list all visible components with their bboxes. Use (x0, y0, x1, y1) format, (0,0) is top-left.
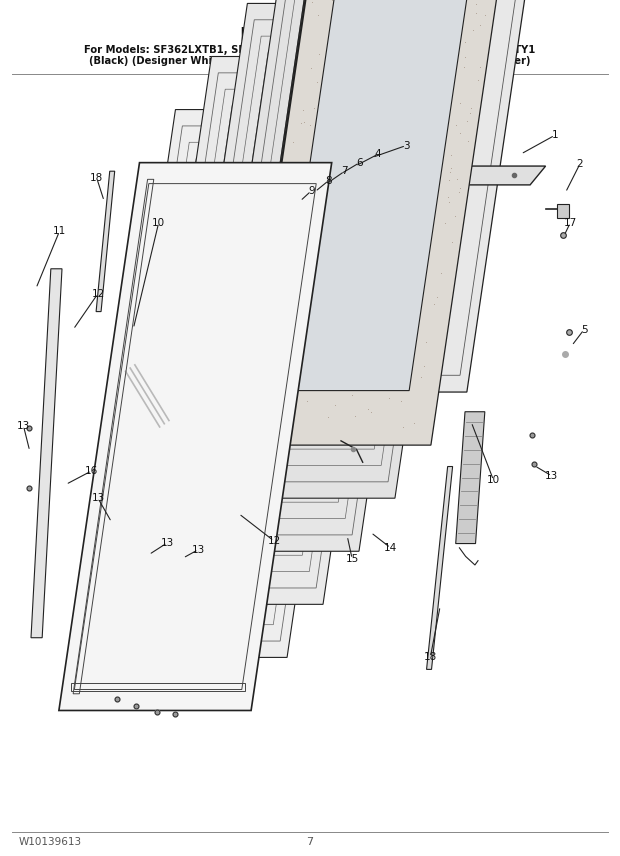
Text: W10139613: W10139613 (19, 837, 82, 847)
Text: 3: 3 (403, 140, 409, 151)
Polygon shape (123, 310, 152, 442)
Text: (Black) (Designer White) (Designer Biscuit) (Stainless Steel) (Universal Silver): (Black) (Designer White) (Designer Biscu… (89, 56, 531, 66)
Text: For Models: SF362LXTB1, SF362LXTQ1, SF362LXTT1, SF362LXTS1, SF362LXTY1: For Models: SF362LXTB1, SF362LXTQ1, SF36… (84, 45, 536, 55)
Text: 10: 10 (487, 475, 500, 485)
Text: 7: 7 (342, 166, 348, 176)
Text: 13: 13 (192, 544, 205, 555)
Text: 8: 8 (326, 175, 332, 186)
Text: 2: 2 (577, 159, 583, 169)
Text: 18: 18 (90, 173, 104, 183)
Text: DOOR PARTS: DOOR PARTS (240, 27, 380, 45)
Text: 6: 6 (356, 158, 363, 168)
Text: 13: 13 (161, 538, 174, 548)
Text: 11: 11 (53, 226, 66, 236)
Polygon shape (96, 171, 115, 312)
Text: 17: 17 (564, 217, 577, 228)
Polygon shape (31, 269, 62, 638)
Polygon shape (59, 163, 332, 710)
Polygon shape (131, 56, 404, 604)
Polygon shape (329, 166, 546, 185)
Text: 4: 4 (375, 149, 381, 159)
Polygon shape (277, 0, 474, 390)
Text: 12: 12 (267, 536, 281, 546)
Text: 7: 7 (306, 837, 314, 847)
Text: 13: 13 (91, 493, 105, 503)
Text: 13: 13 (545, 471, 559, 481)
Text: 16: 16 (85, 466, 99, 476)
Text: 13: 13 (17, 421, 30, 431)
Polygon shape (167, 3, 440, 551)
Text: 9: 9 (308, 186, 314, 196)
Text: 10: 10 (152, 217, 166, 228)
Text: eReplacementParts.com: eReplacementParts.com (247, 440, 373, 450)
Polygon shape (557, 204, 569, 218)
Polygon shape (427, 467, 453, 669)
Polygon shape (275, 0, 547, 392)
Polygon shape (276, 152, 380, 163)
Polygon shape (456, 412, 485, 544)
Text: 12: 12 (91, 288, 105, 299)
Text: 15: 15 (345, 554, 359, 564)
Text: 1: 1 (552, 130, 558, 140)
Text: 18: 18 (423, 652, 437, 663)
Polygon shape (203, 0, 476, 498)
Polygon shape (239, 0, 512, 445)
Polygon shape (95, 110, 368, 657)
Text: 5: 5 (581, 324, 587, 335)
Text: 14: 14 (384, 543, 397, 553)
